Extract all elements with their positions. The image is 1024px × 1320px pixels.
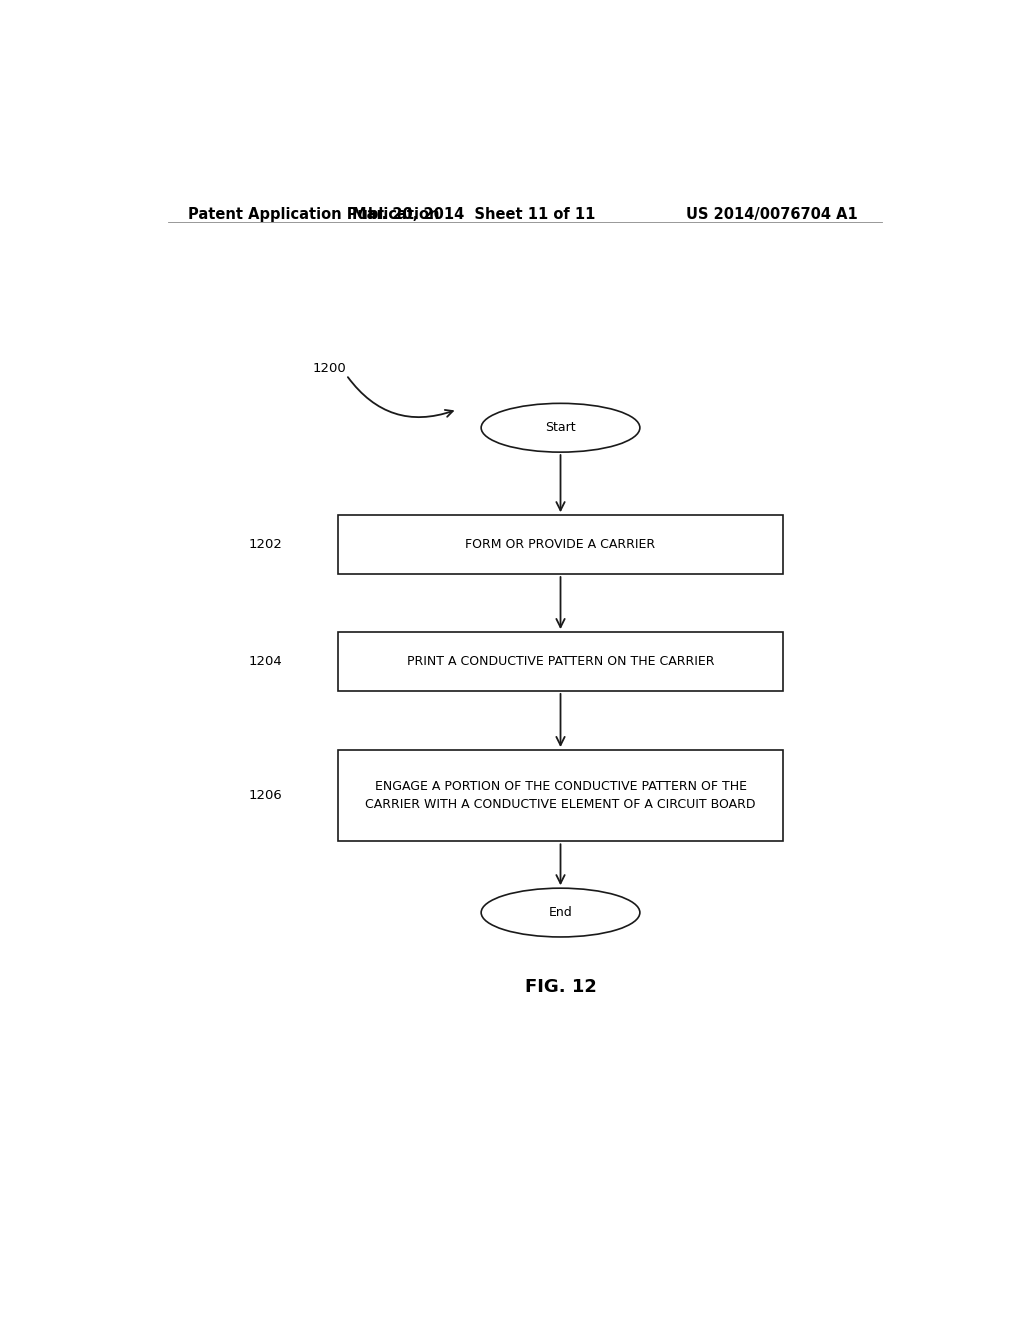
FancyBboxPatch shape (338, 515, 782, 574)
Text: Start: Start (545, 421, 575, 434)
Text: PRINT A CONDUCTIVE PATTERN ON THE CARRIER: PRINT A CONDUCTIVE PATTERN ON THE CARRIE… (407, 655, 715, 668)
Text: US 2014/0076704 A1: US 2014/0076704 A1 (686, 207, 858, 222)
Ellipse shape (481, 888, 640, 937)
FancyBboxPatch shape (338, 750, 782, 841)
Text: Patent Application Publication: Patent Application Publication (187, 207, 439, 222)
Text: 1202: 1202 (249, 539, 283, 552)
Text: 1206: 1206 (249, 789, 283, 803)
Text: Mar. 20, 2014  Sheet 11 of 11: Mar. 20, 2014 Sheet 11 of 11 (351, 207, 595, 222)
FancyArrowPatch shape (348, 378, 453, 417)
Text: 1204: 1204 (249, 655, 283, 668)
Text: ENGAGE A PORTION OF THE CONDUCTIVE PATTERN OF THE
CARRIER WITH A CONDUCTIVE ELEM: ENGAGE A PORTION OF THE CONDUCTIVE PATTE… (366, 780, 756, 812)
Text: End: End (549, 906, 572, 919)
Text: FIG. 12: FIG. 12 (524, 978, 596, 995)
FancyBboxPatch shape (338, 632, 782, 690)
Text: FORM OR PROVIDE A CARRIER: FORM OR PROVIDE A CARRIER (466, 539, 655, 552)
Ellipse shape (481, 404, 640, 453)
Text: 1200: 1200 (312, 362, 346, 375)
